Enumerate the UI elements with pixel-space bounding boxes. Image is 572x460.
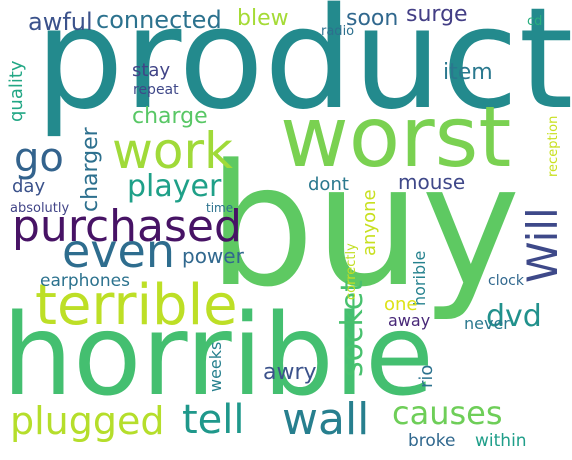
word-broke: broke xyxy=(408,431,456,451)
word-cd: cd xyxy=(527,14,543,29)
word-connected: connected xyxy=(96,6,222,34)
word-purchased: purchased xyxy=(12,201,242,252)
word-mouse: mouse xyxy=(398,170,466,194)
word-away: away xyxy=(388,311,431,330)
word-awry: awry xyxy=(263,360,317,385)
word-horrible: horrible xyxy=(2,291,434,421)
word-work: work xyxy=(112,122,233,180)
word-within: within xyxy=(475,431,527,451)
word-product: product xyxy=(35,0,572,141)
word-player: player xyxy=(127,169,222,204)
word-never: never xyxy=(464,314,510,333)
word-time: time xyxy=(206,201,234,215)
word-tell: tell xyxy=(182,397,245,443)
word-anyone: anyone xyxy=(359,189,380,256)
word-power: power xyxy=(182,244,244,268)
word-go: go xyxy=(14,135,64,181)
word-item: item xyxy=(443,60,493,85)
word-weeks: weeks xyxy=(206,341,225,392)
word-dvd: dvd xyxy=(486,299,542,334)
word-charger: charger xyxy=(78,127,103,212)
word-surge: surge xyxy=(406,2,468,27)
word-terrible: terrible xyxy=(35,273,238,338)
word-worst: worst xyxy=(280,88,512,186)
word-buy: buy xyxy=(208,128,521,324)
word-absolutly: absolutly xyxy=(10,201,70,216)
word-awful: awful xyxy=(28,8,93,36)
word-one: one xyxy=(384,294,418,315)
word-earphones: earphones xyxy=(40,271,130,291)
word-repeat: repeat xyxy=(133,82,179,98)
word-radio: radio xyxy=(321,24,355,39)
word-even: even xyxy=(62,224,175,278)
word-plugged: plugged xyxy=(10,399,165,443)
word-dont: dont xyxy=(308,174,349,195)
word-wall: wall xyxy=(282,394,370,445)
word-correctly: correctly xyxy=(344,243,359,300)
word-stay: stay xyxy=(132,60,171,81)
word-charge: charge xyxy=(132,104,208,129)
word-causes: causes xyxy=(392,394,503,432)
word-clock: clock xyxy=(488,273,524,289)
word-blew: blew xyxy=(237,6,289,31)
word-soon: soon xyxy=(346,6,399,31)
word-rio: rio xyxy=(416,364,437,388)
word-will: Will xyxy=(518,207,567,283)
word-quality: quality xyxy=(6,60,27,122)
word-reception: reception xyxy=(546,115,561,177)
word-day: day xyxy=(12,176,46,197)
